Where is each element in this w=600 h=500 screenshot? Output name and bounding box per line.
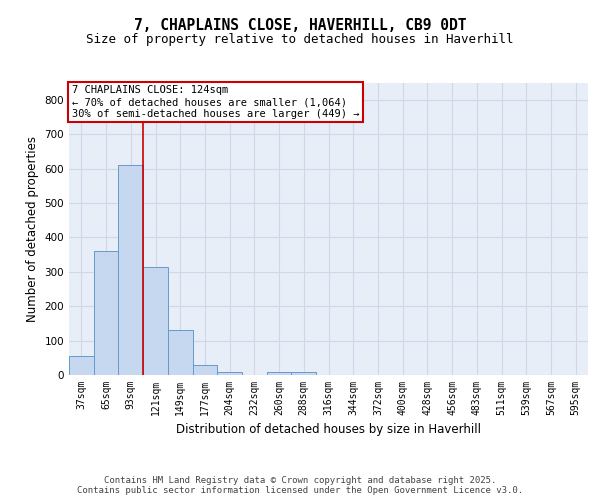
Bar bbox=[267, 372, 292, 375]
Text: Contains HM Land Registry data © Crown copyright and database right 2025.
Contai: Contains HM Land Registry data © Crown c… bbox=[77, 476, 523, 495]
Bar bbox=[94, 251, 118, 375]
Text: 7, CHAPLAINS CLOSE, HAVERHILL, CB9 0DT: 7, CHAPLAINS CLOSE, HAVERHILL, CB9 0DT bbox=[134, 18, 466, 32]
Bar bbox=[69, 356, 94, 375]
Text: Size of property relative to detached houses in Haverhill: Size of property relative to detached ho… bbox=[86, 32, 514, 46]
X-axis label: Distribution of detached houses by size in Haverhill: Distribution of detached houses by size … bbox=[176, 424, 481, 436]
Bar bbox=[193, 364, 217, 375]
Y-axis label: Number of detached properties: Number of detached properties bbox=[26, 136, 39, 322]
Bar bbox=[217, 372, 242, 375]
Bar bbox=[143, 266, 168, 375]
Bar bbox=[292, 372, 316, 375]
Bar bbox=[168, 330, 193, 375]
Text: 7 CHAPLAINS CLOSE: 124sqm
← 70% of detached houses are smaller (1,064)
30% of se: 7 CHAPLAINS CLOSE: 124sqm ← 70% of detac… bbox=[71, 86, 359, 118]
Bar bbox=[118, 165, 143, 375]
